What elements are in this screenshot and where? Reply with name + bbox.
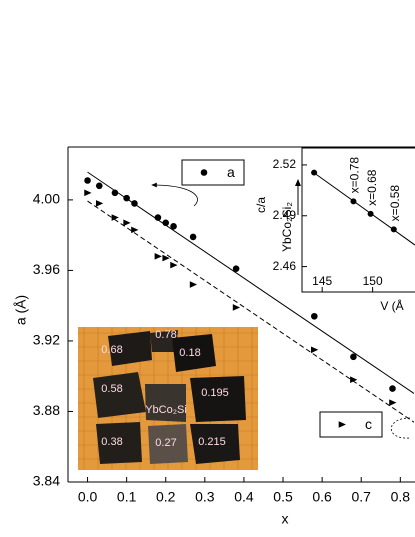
data-point — [350, 198, 357, 205]
data-point — [154, 253, 162, 260]
x-tick-label: 0.2 — [156, 489, 176, 505]
x-tick-label: 0.4 — [234, 489, 254, 505]
data-point — [162, 254, 170, 262]
data-point — [131, 200, 138, 207]
photo-label: 0.58 — [101, 383, 122, 395]
pointer-arrow — [151, 182, 198, 207]
photo-label: 0.195 — [201, 387, 229, 399]
data-point — [367, 210, 374, 217]
data-point — [95, 200, 104, 207]
x-axis-label: V (Å — [380, 298, 403, 313]
y-axis-label: a (Å) — [13, 295, 29, 325]
pointer-arrow — [391, 417, 411, 439]
photo: 0.78 0.68 0.18 0.58 0.195 YbCo₂Si 0.38 0.27 0.21… — [78, 327, 258, 470]
data-point — [389, 399, 397, 406]
photo-label: 0.38 — [101, 436, 122, 448]
photo-label: 0.18 — [179, 347, 200, 359]
point-annotation: x=0.58 — [388, 185, 402, 222]
compound-label: YbCo₂Si₂ — [280, 202, 294, 252]
legend-label: a — [227, 164, 235, 180]
x-tick-label: 0.5 — [273, 489, 293, 505]
inset-plot: 145 150 2.46 2.49 2.52 V (Å c/a x=0.78 x=0.68 x=0… — [254, 157, 415, 313]
legend-marker — [200, 169, 208, 176]
legend-box — [181, 159, 245, 186]
data-point — [170, 223, 177, 230]
legend-marker — [338, 421, 346, 428]
data-point — [162, 219, 170, 227]
y-tick-label: 3.84 — [33, 473, 60, 489]
photo-label: 0.27 — [155, 437, 176, 449]
legend-label: c — [365, 416, 372, 432]
photo-label: 0.68 — [101, 344, 122, 356]
x-axis-label: x — [282, 511, 289, 527]
data-point — [189, 281, 198, 288]
data-point — [311, 312, 318, 320]
y-tick-label: 3.88 — [33, 402, 60, 418]
data-point — [123, 194, 130, 202]
x-tick-label: 150 — [363, 274, 383, 288]
plot-area — [311, 169, 415, 246]
data-point — [311, 346, 319, 354]
data-point — [123, 219, 131, 227]
inset-frame — [301, 147, 415, 293]
data-point — [84, 189, 92, 197]
y-tick-label: 3.92 — [33, 332, 60, 348]
x-tick-label: 0.7 — [351, 489, 371, 505]
data-point — [95, 182, 103, 190]
data-point — [232, 265, 240, 272]
photo-label: 0.78 — [155, 329, 176, 341]
data-point — [111, 189, 119, 197]
point-annotation: x=0.68 — [365, 169, 379, 206]
data-point — [390, 226, 397, 233]
data-point — [232, 304, 241, 311]
y-tick-label: 2.52 — [273, 157, 297, 171]
x-tick-label: 0.6 — [312, 489, 332, 505]
data-point — [389, 385, 396, 392]
data-point — [111, 214, 119, 221]
x-tick-label: 0.3 — [195, 489, 215, 505]
data-point — [84, 177, 91, 184]
y-axis-label: c/a — [254, 197, 268, 213]
data-point — [131, 226, 139, 234]
data-point — [154, 214, 162, 221]
x-tick-label: 0.1 — [117, 489, 137, 505]
photo-label: 0.215 — [198, 436, 226, 448]
fit-line — [87, 200, 415, 423]
y-tick-label: 4.00 — [33, 191, 60, 207]
x-tick-label: 145 — [312, 274, 332, 288]
y-tick-label: 2.46 — [273, 259, 297, 273]
x-tick-label: 0.0 — [78, 489, 98, 505]
plot-area — [84, 171, 415, 423]
main-plot: 0.0 0.1 0.2 0.3 0.4 0.5 0.6 0.7 0.8 3.84 3.88 3.92 3… — [13, 146, 415, 527]
fit-line — [87, 171, 415, 394]
data-point — [311, 169, 318, 176]
data-point — [189, 233, 197, 241]
y-tick-label: 2.49 — [273, 208, 297, 222]
fit-line — [313, 172, 415, 246]
data-point — [350, 353, 357, 361]
data-point — [170, 261, 178, 269]
legend-box — [319, 411, 383, 438]
x-tick-label: 0.8 — [391, 489, 411, 505]
data-point — [350, 376, 358, 384]
y-tick-label: 3.96 — [33, 261, 60, 277]
photo-label: YbCo₂Si — [145, 404, 187, 416]
point-annotation: x=0.78 — [348, 157, 362, 194]
